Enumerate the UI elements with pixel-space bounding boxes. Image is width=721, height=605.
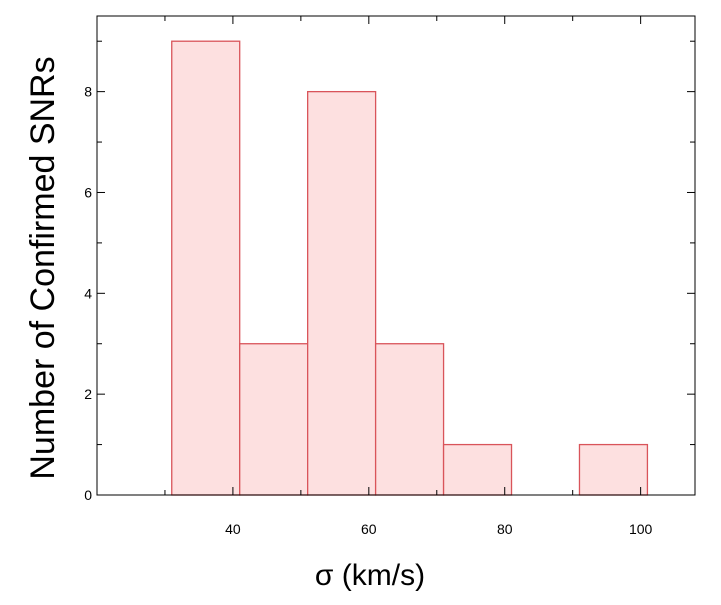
tick-labels-layer: 40 60 80 100 0 2 4 6 8 [84,84,652,537]
y-axis-label: Number of Confirmed SNRs [24,56,62,479]
x-tick-label: 100 [629,521,653,537]
histogram-bar [578,443,649,496]
y-tick-label: 0 [84,487,92,503]
x-tick-label: 40 [225,521,241,537]
histogram-bar [442,443,513,496]
y-tick-label: 4 [84,285,92,301]
y-tick-label: 8 [84,84,92,100]
y-tick-label: 6 [84,184,92,200]
histogram-bar [171,40,241,496]
histogram-bar [374,343,445,496]
x-tick-label: 60 [361,521,377,537]
bars-layer [171,40,649,496]
ticks-layer [97,16,695,496]
histogram-bar [239,343,309,496]
x-axis-label: σ (km/s) [315,559,425,592]
y-tick-label: 2 [84,386,92,402]
histogram-bar [307,90,377,496]
x-tick-label: 80 [497,521,513,537]
plot-frame [96,15,696,496]
